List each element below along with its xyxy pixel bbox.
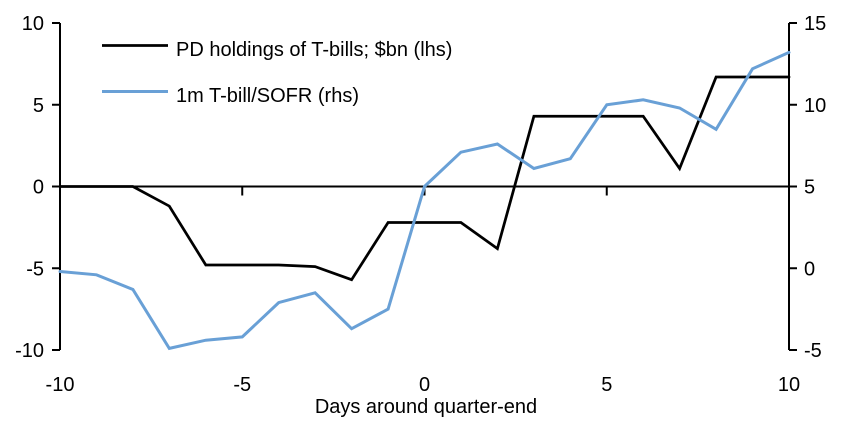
left-axis-tick-label: 10	[22, 13, 44, 35]
left-axis-tick-label: 0	[33, 177, 44, 199]
x-axis-tick-label: -10	[46, 374, 75, 396]
legend: PD holdings of T-bills; $bn (lhs) 1m T-b…	[102, 39, 452, 107]
legend-item-pd-holdings: PD holdings of T-bills; $bn (lhs)	[102, 39, 452, 61]
right-axis-tick-label: 0	[804, 258, 815, 280]
x-axis-tick-label: 5	[601, 374, 612, 396]
right-axis-tick-label: 10	[804, 95, 826, 117]
x-axis-tick-label: -5	[233, 374, 251, 396]
x-axis-tick-label: 10	[778, 374, 800, 396]
right-axis-tick-label: 5	[804, 177, 815, 199]
right-axis-tick-label: 15	[804, 13, 826, 35]
left-axis-tick-label: 5	[33, 95, 44, 117]
legend-label-pd-holdings: PD holdings of T-bills; $bn (lhs)	[176, 39, 452, 61]
legend-label-tbill-sofr: 1m T-bill/SOFR (rhs)	[176, 85, 359, 107]
left-axis-tick-label: -5	[26, 258, 44, 280]
x-axis-title: Days around quarter-end	[315, 396, 537, 418]
legend-item-tbill-sofr: 1m T-bill/SOFR (rhs)	[102, 85, 359, 107]
series-line-pd-holdings	[58, 75, 791, 282]
series-lines	[58, 50, 791, 351]
series-line-tbill-sofr	[58, 50, 791, 351]
x-axis-tick-label: 0	[419, 374, 430, 396]
right-axis-tick-label: -5	[804, 340, 822, 362]
left-axis-tick-label: -10	[15, 340, 44, 362]
tick-labels: 10 5 0 -5 -10 15 10 5 0 -5 -10 -5 0 5 10	[15, 13, 826, 396]
